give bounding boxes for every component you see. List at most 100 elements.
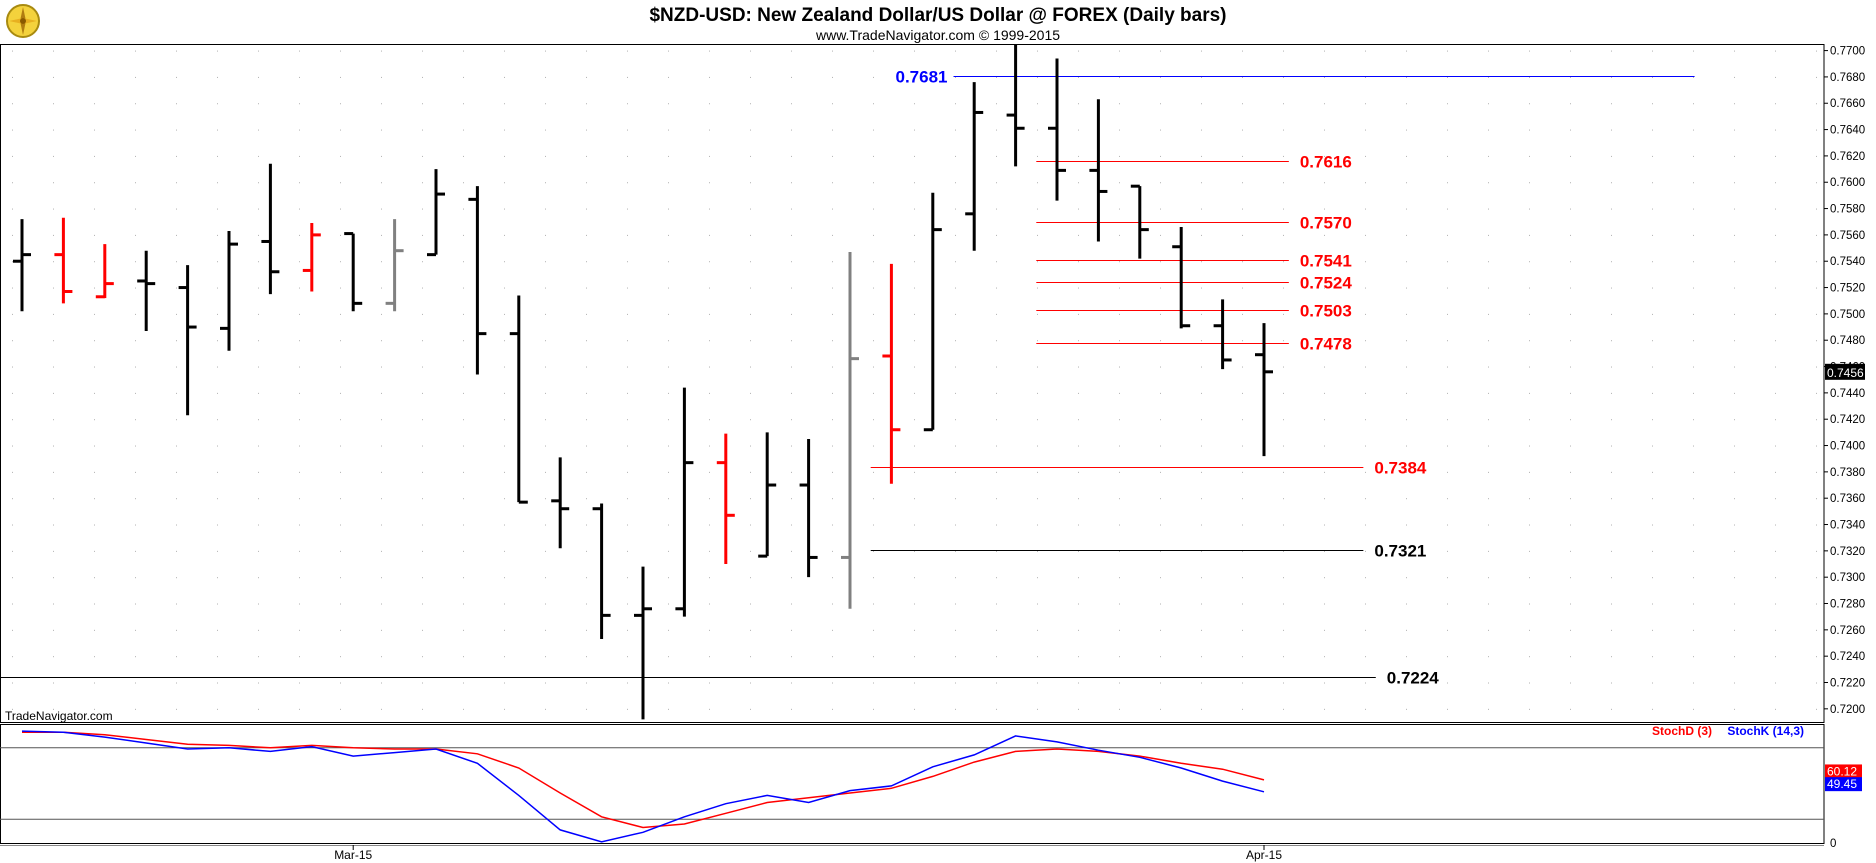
grid-dot xyxy=(1406,208,1407,210)
grid-dot xyxy=(832,313,833,315)
grid-dot xyxy=(258,261,259,263)
grid-dot xyxy=(750,682,751,684)
grid-dot xyxy=(1119,392,1120,394)
grid-dot xyxy=(1119,287,1120,289)
grid-dot xyxy=(750,234,751,236)
grid-dot xyxy=(996,182,997,184)
grid-dot xyxy=(1406,182,1407,184)
grid-dot xyxy=(1652,419,1653,421)
grid-dot xyxy=(709,155,710,157)
grid-dot xyxy=(709,577,710,579)
grid-dot xyxy=(1570,340,1571,342)
grid-dot xyxy=(668,471,669,473)
grid-dot xyxy=(750,50,751,52)
grid-dot xyxy=(1611,366,1612,368)
grid-dot xyxy=(1488,445,1489,447)
grid-dot xyxy=(1160,577,1161,579)
grid-dot xyxy=(135,50,136,52)
grid-dot xyxy=(1119,524,1120,526)
grid-dot xyxy=(1693,50,1694,52)
grid-dot xyxy=(1611,234,1612,236)
grid-dot xyxy=(996,629,997,631)
grid-dot xyxy=(627,629,628,631)
grid-dot xyxy=(709,629,710,631)
grid-dot xyxy=(1160,103,1161,105)
grid-dot xyxy=(791,524,792,526)
grid-dot xyxy=(791,103,792,105)
grid-dot xyxy=(1816,103,1817,105)
grid-dot xyxy=(873,366,874,368)
grid-dot xyxy=(53,682,54,684)
grid-dot xyxy=(668,50,669,52)
grid-dot xyxy=(955,498,956,500)
grid-dot xyxy=(12,234,13,236)
grid-dot xyxy=(12,445,13,447)
grid-dot xyxy=(1570,419,1571,421)
last-price-label: 0.7456 xyxy=(1827,366,1864,380)
grid-dot xyxy=(586,550,587,552)
grid-dot xyxy=(955,682,956,684)
level-label-0.7616: 0.7616 xyxy=(1300,153,1352,172)
stoch-series-k xyxy=(21,730,1265,843)
grid-dot xyxy=(1652,366,1653,368)
grid-dot xyxy=(996,155,997,157)
grid-dot xyxy=(1160,629,1161,631)
y-tick-label: 0.7380 xyxy=(1830,467,1865,479)
grid-dot xyxy=(176,629,177,631)
grid-dot xyxy=(53,103,54,105)
grid-dot xyxy=(832,366,833,368)
grid-dot xyxy=(1037,340,1038,342)
grid-dot xyxy=(463,656,464,658)
grid-dot xyxy=(1816,550,1817,552)
grid-dot xyxy=(1734,708,1735,710)
grid-dot xyxy=(914,261,915,263)
grid-dot xyxy=(709,234,710,236)
grid-dot xyxy=(791,708,792,710)
grid-dot xyxy=(1078,76,1079,78)
grid-dot xyxy=(1160,603,1161,605)
stoch-d-value: 60.12 xyxy=(1827,764,1857,778)
grid-dot xyxy=(1652,524,1653,526)
grid-dot xyxy=(258,50,259,52)
grid-dot xyxy=(1283,129,1284,131)
grid-dot xyxy=(176,182,177,184)
grid-dot xyxy=(504,50,505,52)
grid-dot xyxy=(832,708,833,710)
grid-dot xyxy=(258,313,259,315)
grid-dot xyxy=(1611,287,1612,289)
grid-dot xyxy=(1816,603,1817,605)
grid-dot xyxy=(1488,234,1489,236)
grid-dot xyxy=(1037,208,1038,210)
grid-dot xyxy=(1160,50,1161,52)
grid-dot xyxy=(504,234,505,236)
grid-dot xyxy=(53,392,54,394)
grid-dot xyxy=(53,524,54,526)
y-tick-label: 0.7680 xyxy=(1830,72,1865,84)
grid-dot xyxy=(422,550,423,552)
grid-dot xyxy=(340,656,341,658)
grid-dot xyxy=(1734,287,1735,289)
grid-dot xyxy=(791,208,792,210)
grid-dot xyxy=(1775,129,1776,131)
grid-dot xyxy=(1283,50,1284,52)
grid-dot xyxy=(955,261,956,263)
grid-dot xyxy=(1447,708,1448,710)
grid-dot xyxy=(94,129,95,131)
ohlc-bar xyxy=(799,438,818,578)
grid-dot xyxy=(1529,524,1530,526)
grid-dot xyxy=(750,524,751,526)
grid-dot xyxy=(504,577,505,579)
grid-dot xyxy=(176,498,177,500)
grid-dot xyxy=(709,392,710,394)
y-tick-label: 0.7700 xyxy=(1830,46,1865,58)
grid-dot xyxy=(1242,550,1243,552)
grid-dot xyxy=(791,419,792,421)
grid-dot xyxy=(94,629,95,631)
grid-dot xyxy=(1201,445,1202,447)
grid-dot xyxy=(504,182,505,184)
grid-dot xyxy=(1283,287,1284,289)
ohlc-bar xyxy=(923,192,942,432)
grid-dot xyxy=(340,103,341,105)
grid-dot xyxy=(1078,550,1079,552)
